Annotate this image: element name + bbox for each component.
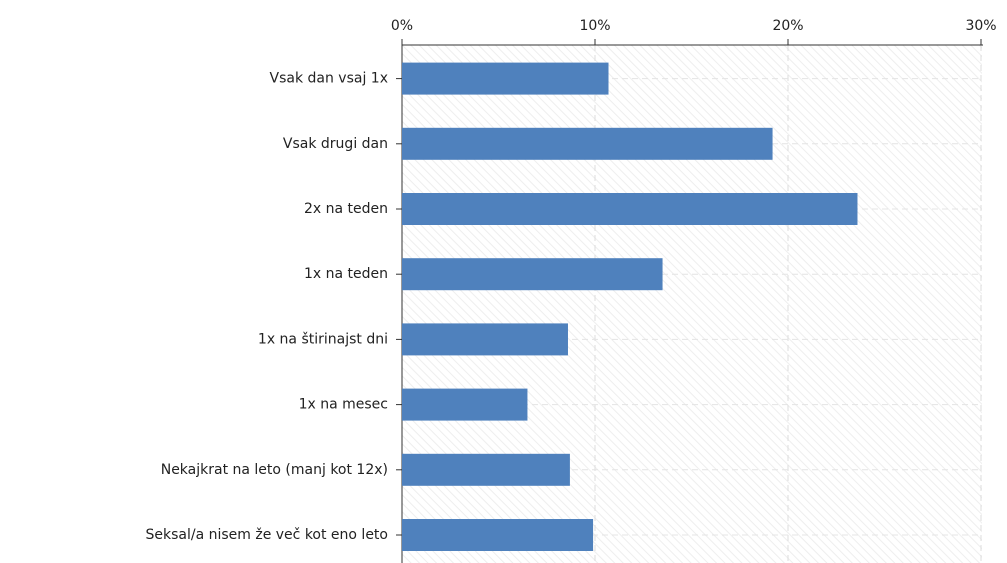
bar xyxy=(402,127,773,160)
x-tick-label: 0% xyxy=(391,18,413,34)
y-tick-label: Vsak drugi dan xyxy=(283,136,388,152)
y-tick-label: Seksal/a nisem že več kot eno leto xyxy=(145,527,388,543)
bar xyxy=(402,62,609,95)
y-tick-label: 2x na teden xyxy=(304,201,388,217)
bar xyxy=(402,453,570,486)
y-tick-label: 1x na štirinajst dni xyxy=(258,331,388,347)
y-tick-label: 1x na mesec xyxy=(299,397,388,413)
bar xyxy=(402,323,568,356)
bar xyxy=(402,388,528,421)
x-tick-label: 20% xyxy=(772,18,803,34)
bar xyxy=(402,193,858,225)
y-tick-label: Vsak dan vsaj 1x xyxy=(270,71,389,87)
x-tick-label: 10% xyxy=(579,18,610,34)
y-tick-label: Nekajkrat na leto (manj kot 12x) xyxy=(161,462,388,478)
y-tick-label: 1x na teden xyxy=(304,266,388,282)
bar xyxy=(402,519,594,551)
bar xyxy=(402,258,663,291)
x-tick-label: 30% xyxy=(965,18,996,34)
